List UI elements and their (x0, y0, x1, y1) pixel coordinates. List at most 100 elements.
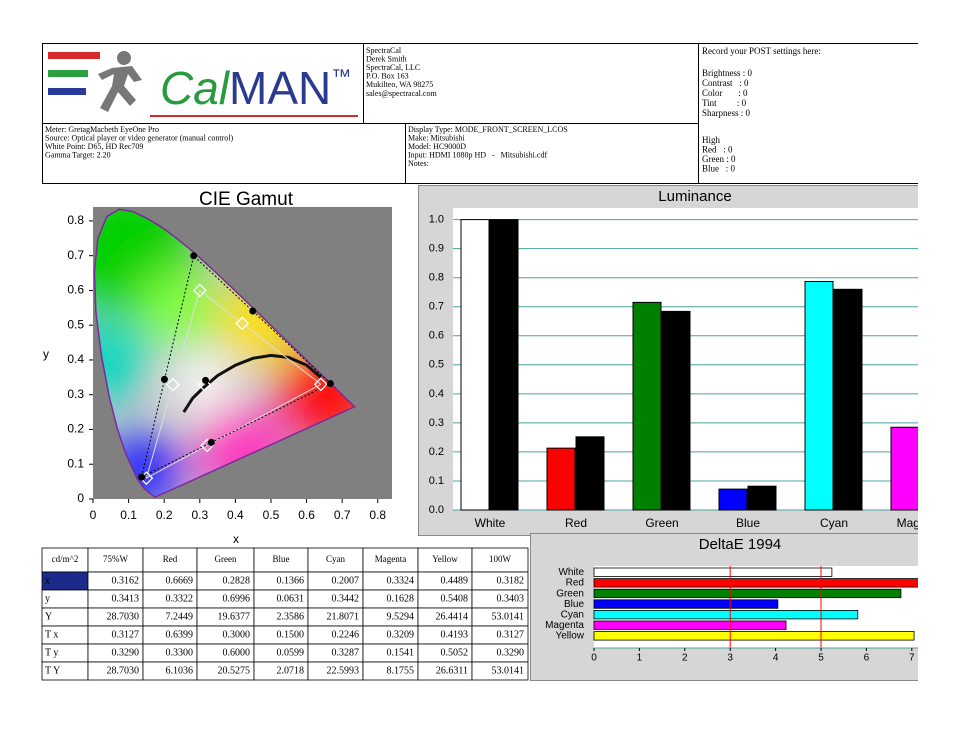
cell-value: 0.5408 (441, 593, 469, 604)
y-tick-label: 0.7 (67, 248, 84, 262)
cell-value: 2.3586 (277, 611, 305, 622)
cell-value: 0.3287 (332, 647, 360, 658)
header-line: Blue : 0 (702, 164, 735, 174)
header-line: Input: HDMI 1080p HD - Mitsubishi.cdf (408, 151, 547, 160)
header-cell (307, 547, 364, 573)
x-axis-label: x (233, 532, 239, 546)
bar (632, 301, 662, 511)
x-tick-label: 7 (909, 653, 915, 664)
cell-value: 2.0718 (277, 665, 305, 676)
cell-value: 0.2007 (332, 575, 360, 586)
y-tick-label: 0.1 (429, 475, 444, 487)
cell-value: 0.0599 (277, 647, 305, 658)
bar (460, 219, 490, 511)
bar (833, 288, 863, 511)
target-point (313, 377, 328, 392)
bar (661, 310, 691, 511)
x-tick-label: 4 (773, 653, 779, 664)
y-tick-label: 0.5 (67, 317, 84, 331)
cell-value: 0.3127 (497, 629, 525, 640)
planckian-locus (182, 353, 322, 413)
cell-value: 0.6399 (166, 629, 194, 640)
cell-value: 0.3290 (112, 647, 140, 658)
cell-value: 0.3413 (112, 593, 140, 604)
header-line: SpectraCal (366, 46, 402, 55)
header-line: Display Type: MODE_FRONT_SCREEN_LCOS (408, 125, 568, 134)
bar (593, 599, 779, 609)
cell-value: 0.3442 (332, 593, 360, 604)
header-cell (471, 547, 529, 573)
y-tick-label: 0.1 (67, 456, 84, 470)
bar (804, 280, 834, 511)
cell-value: 53.0141 (492, 665, 525, 676)
y-tick-label: 0.7 (429, 301, 444, 313)
column-header: Yellow (432, 554, 458, 564)
measured-point (160, 375, 168, 383)
locus-blob (138, 267, 219, 348)
cell-value: 19.6377 (218, 611, 251, 622)
x-tick-label: 0.4 (227, 508, 244, 522)
cell-value: 9.5294 (387, 611, 415, 622)
cell-value: 8.1755 (387, 665, 415, 676)
bar (593, 567, 833, 577)
header-line: Model: HC9000D (408, 142, 466, 151)
header-line: P.O. Box 163 (366, 72, 409, 81)
cell-value: 26.6311 (436, 665, 468, 676)
x-tick-label: 3 (727, 653, 733, 664)
cell-value: 0.0631 (277, 593, 305, 604)
header-cell (41, 547, 89, 573)
row-label: y (45, 593, 50, 604)
data-table: cd/m^2 75%W Red Green Blue Cyan Magenta Yellow 1… (41, 547, 529, 681)
gamut-triangle (140, 254, 331, 478)
cell-value: 21.8071 (327, 611, 360, 622)
y-tick-label: 0.4 (67, 352, 84, 366)
x-tick-label: 0 (591, 653, 597, 664)
cell-value: 0.3162 (112, 575, 140, 586)
x-tick-label: 0.3 (191, 508, 208, 522)
y-tick-label: 1.0 (429, 214, 444, 226)
cell-value: 22.5993 (327, 665, 360, 676)
category-label: White (558, 567, 584, 578)
x-tick-label: Red (565, 516, 587, 530)
post-title: Record your POST settings here: (702, 46, 821, 56)
target-point (166, 377, 180, 392)
category-label: Yellow (555, 631, 584, 642)
row-label: T Y (45, 665, 60, 676)
cell-value: 0.1500 (277, 629, 305, 640)
header-cell (196, 547, 255, 573)
measured-point (207, 438, 215, 446)
cell-value: 0.6669 (166, 575, 194, 586)
header-line: Source: Optical player or video generato… (45, 133, 233, 142)
header-line: Color : 0 (702, 88, 748, 98)
y-tick-label: 0.2 (429, 446, 444, 458)
measured-point (249, 307, 257, 315)
cell-value: 0.3000 (223, 629, 251, 640)
column-header: Green (215, 554, 237, 564)
bar (747, 485, 777, 511)
logo-bar (48, 70, 88, 77)
chart-title: CIE Gamut (199, 189, 294, 210)
x-tick-label: 0 (90, 508, 97, 522)
bar (890, 426, 918, 511)
margin (918, 0, 960, 743)
row-label: x (45, 575, 50, 586)
column-header: Blue (273, 554, 290, 564)
column-header: Magenta (375, 554, 407, 564)
y-tick-label: 0.4 (429, 388, 444, 400)
x-tick-label: 0.6 (298, 508, 315, 522)
cell-value: 6.1036 (166, 665, 194, 676)
cell-value: 0.1541 (387, 647, 415, 658)
header-line: Brightness : 0 (702, 68, 753, 78)
header-cell (417, 547, 473, 573)
logo-cal: Cal (160, 62, 231, 114)
measured-point (138, 473, 146, 481)
header-line: Notes: (408, 159, 429, 168)
logo-man: MAN (229, 62, 331, 114)
cell-value: 7.2449 (166, 611, 194, 622)
cell-value: 26.4414 (436, 611, 469, 622)
header-line: Sharpness : 0 (702, 108, 750, 118)
logo-bar (48, 52, 100, 59)
y-tick-label: 0.6 (429, 330, 444, 342)
